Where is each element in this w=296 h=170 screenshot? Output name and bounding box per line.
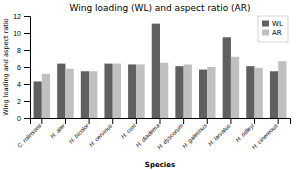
bar xyxy=(81,71,89,118)
y-axis: 0 2 4 6 8 10 12 xyxy=(13,13,30,122)
y-axis-title: Wing loading and aspect ratio xyxy=(2,18,10,115)
y-tick: 12 xyxy=(13,13,30,20)
series xyxy=(42,57,287,118)
y-tick: 6 xyxy=(17,64,30,71)
x-tick: H. larvatus xyxy=(207,118,232,147)
legend-box xyxy=(258,16,288,42)
x-tick-mark xyxy=(278,118,279,124)
x-tick: H. ater xyxy=(49,118,67,139)
x-tick-label: H. dyscorum xyxy=(156,122,184,150)
y-tick-mark xyxy=(24,84,30,85)
bar xyxy=(278,61,286,118)
x-tick-label: H. ater xyxy=(49,122,67,140)
bar xyxy=(270,71,278,118)
y-tick: 0 xyxy=(17,115,30,122)
x-tick: H. cinereous xyxy=(251,118,279,151)
x-tick: H. cervinus xyxy=(88,118,113,148)
x-tick-label: H. coxi xyxy=(120,122,138,140)
series xyxy=(34,24,279,118)
y-tick: 2 xyxy=(17,98,30,105)
y-tick-label: 2 xyxy=(17,98,21,105)
x-tick-mark xyxy=(89,118,90,124)
x-tick-mark xyxy=(136,118,137,124)
bar xyxy=(152,24,160,118)
title: Wing loading (WL) and aspect ratio (AR) xyxy=(70,3,251,13)
x-tick-label: H. ridleyi xyxy=(235,122,256,143)
x-tick-mark xyxy=(230,118,231,124)
x-tick-label: H. cervinus xyxy=(88,122,113,147)
x-tick-mark xyxy=(65,118,66,124)
bar xyxy=(136,64,144,118)
x-tick-label: H. larvatus xyxy=(207,122,232,147)
bar xyxy=(246,66,254,118)
legend-label: AR xyxy=(272,29,282,37)
x-tick-label: H. galerinus xyxy=(181,122,208,149)
x-tick: H. ridleyi xyxy=(235,118,256,143)
x-tick: H. galerinus xyxy=(181,118,208,149)
bar xyxy=(104,64,112,118)
bar xyxy=(89,71,97,118)
x-tick: C. rolinsonii xyxy=(16,118,43,149)
x-tick-label: C. rolinsonii xyxy=(16,122,43,149)
y-tick-mark xyxy=(24,67,30,68)
x-tick-mark xyxy=(207,118,208,124)
y-tick: 4 xyxy=(17,81,30,88)
chart: 024681012C. rolinsoniiH. aterH. bicolorH… xyxy=(0,0,296,170)
x-tick-mark xyxy=(112,118,113,124)
x-tick: H. coxi xyxy=(120,118,138,140)
y-tick-label: 8 xyxy=(17,47,21,54)
bar xyxy=(184,64,192,118)
bar xyxy=(113,64,121,118)
x-tick: H. bicolor xyxy=(68,118,91,145)
bar xyxy=(65,69,73,118)
y-tick-label: 4 xyxy=(17,81,21,88)
bar xyxy=(57,64,65,118)
bar xyxy=(223,37,231,118)
y-tick-mark xyxy=(24,33,30,34)
bar xyxy=(128,64,136,118)
bar xyxy=(255,68,263,118)
x-tick-label: H. bicolor xyxy=(68,122,91,145)
legend-item: WL xyxy=(262,20,283,28)
legend-swatch xyxy=(262,30,269,36)
bar xyxy=(231,57,239,118)
legend-label: WL xyxy=(272,20,283,28)
x-tick-mark xyxy=(254,118,255,124)
x-tick-mark xyxy=(160,118,161,124)
legend-swatch xyxy=(262,21,269,27)
y-tick-label: 10 xyxy=(13,30,21,37)
bar xyxy=(207,67,215,118)
legend: WLAR xyxy=(258,16,288,42)
x-tick-mark xyxy=(41,118,42,124)
y-tick-mark xyxy=(24,50,30,51)
bar xyxy=(199,70,207,118)
bar xyxy=(160,63,168,118)
bar xyxy=(42,74,50,118)
y-tick: 10 xyxy=(13,30,30,37)
x-tick: H. dyscorum xyxy=(156,118,184,151)
x-tick: H. diadema xyxy=(135,118,161,148)
y-tick-mark xyxy=(24,101,30,102)
x-tick-label: H. cinereous xyxy=(251,122,279,150)
x-tick-mark xyxy=(183,118,184,124)
y-tick-label: 0 xyxy=(17,115,21,122)
bars xyxy=(34,24,287,118)
y-tick-label: 12 xyxy=(13,13,21,20)
y-tick-label: 6 xyxy=(17,64,21,71)
plot: 024681012C. rolinsoniiH. aterH. bicolorH… xyxy=(13,13,290,151)
y-tick-mark xyxy=(24,16,30,17)
bar xyxy=(34,81,42,118)
x-axis: C. rolinsonii H. aterH. bicolorH. cervinu… xyxy=(16,118,290,151)
x-axis-title: Species xyxy=(145,161,175,169)
y-tick-mark xyxy=(24,118,30,119)
y-tick: 8 xyxy=(17,47,30,54)
bar xyxy=(175,66,183,118)
y-axis-line xyxy=(24,17,31,119)
legend-item: AR xyxy=(262,29,282,37)
